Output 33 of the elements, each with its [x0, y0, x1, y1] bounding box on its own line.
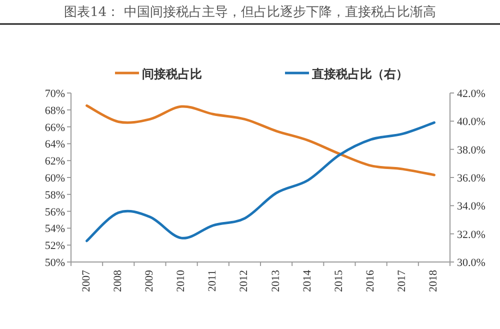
y-tick-label: 56%	[44, 206, 65, 218]
y2-tick-label: 32.0%	[457, 228, 486, 241]
y-tick-label: 62%	[44, 156, 65, 168]
y-tick-label: 68%	[44, 104, 65, 117]
x-tick-label: 2009	[143, 270, 156, 292]
x-tick-label: 2016	[364, 270, 377, 292]
x-tick-label: 2010	[175, 270, 188, 292]
y-tick-label: 66%	[44, 122, 65, 134]
x-tick-label: 2018	[428, 270, 440, 292]
x-tick-label: 2017	[396, 270, 408, 292]
x-tick-label: 2007	[80, 270, 92, 292]
y-tick-label: 58%	[44, 189, 65, 202]
y2-tick-label: 36.0%	[457, 172, 486, 184]
x-tick-label: 2014	[301, 270, 314, 292]
y-tick-label: 52%	[44, 240, 65, 252]
x-tick-label: 2015	[332, 270, 345, 292]
x-tick-label: 2013	[270, 270, 282, 292]
chart-title: 图表14： 中国间接税占主导，但占比逐步下降，直接税占比渐高	[64, 4, 436, 20]
y-tick-label: 50%	[44, 257, 65, 269]
x-tick-label: 2011	[206, 270, 219, 292]
y2-tick-label: 30.0%	[457, 257, 486, 269]
legend-label: 直接税占比（右）	[311, 67, 408, 81]
y2-tick-label: 42.0%	[457, 88, 486, 100]
y-tick-label: 70%	[44, 88, 65, 100]
x-tick-label: 2012	[238, 270, 250, 292]
legend-label: 间接税占比	[142, 67, 202, 81]
y2-tick-label: 40.0%	[457, 116, 486, 128]
y-tick-label: 54%	[44, 223, 65, 236]
y2-tick-label: 34.0%	[457, 200, 486, 213]
y-tick-label: 60%	[44, 172, 65, 184]
y-tick-label: 64%	[44, 138, 65, 151]
y2-tick-label: 38.0%	[457, 144, 486, 156]
x-tick-label: 2008	[112, 270, 124, 292]
